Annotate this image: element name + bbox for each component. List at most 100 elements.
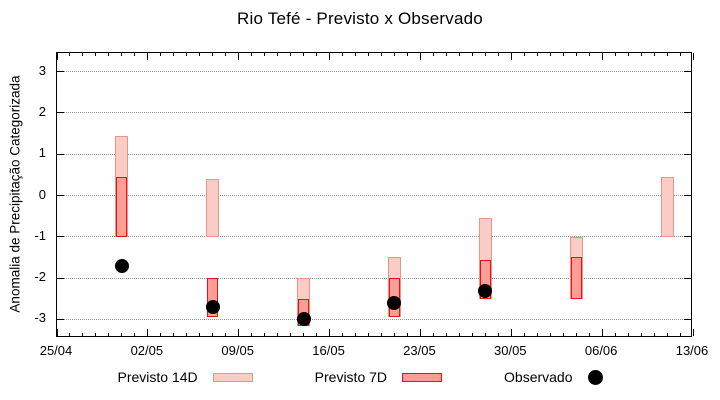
x-tick-minor-top	[445, 53, 447, 56]
x-tick-major	[238, 329, 240, 336]
x-tick-minor-top	[264, 53, 266, 56]
x-tick-major	[419, 329, 421, 336]
legend-item-observado: Observado	[504, 369, 603, 385]
x-tick-major	[692, 329, 694, 336]
x-tick-minor-top	[303, 53, 305, 56]
x-tick-minor-top	[380, 53, 382, 56]
legend-item-previsto-7d: Previsto 7D	[314, 369, 443, 385]
x-tick-minor	[95, 333, 97, 336]
x-tick-minor-top	[277, 53, 279, 56]
x-tick-minor-top	[679, 53, 681, 56]
observado-point	[114, 258, 129, 273]
x-tick-major-top	[419, 53, 421, 60]
x-tick-minor-top	[640, 53, 642, 56]
x-tick-minor	[290, 333, 292, 336]
y-tick-right	[684, 195, 691, 196]
legend-label-previsto-7d: Previsto 7D	[314, 369, 388, 385]
x-tick-minor-top	[173, 53, 175, 56]
y-tick-label: -1	[34, 227, 46, 243]
x-tick-minor	[316, 333, 318, 336]
x-tick-minor-top	[393, 53, 395, 56]
x-tick-minor-top	[614, 53, 616, 56]
legend: Previsto 14D Previsto 7D Observado	[0, 369, 720, 385]
x-tick-minor	[653, 333, 655, 336]
x-tick-minor	[134, 333, 136, 336]
observado-swatch-dot	[587, 369, 603, 385]
x-tick-label: 30/05	[494, 343, 527, 358]
x-tick-minor-top	[160, 53, 162, 56]
x-tick-minor	[380, 333, 382, 336]
observado-point	[296, 312, 311, 327]
x-tick-minor	[614, 333, 616, 336]
legend-label-previsto-14d: Previsto 14D	[117, 369, 198, 385]
x-tick-minor-top	[484, 53, 486, 56]
x-tick-minor-top	[121, 53, 123, 56]
x-tick-minor-top	[342, 53, 344, 56]
y-tick	[57, 236, 64, 238]
gridline	[57, 236, 691, 238]
x-tick-label: 06/06	[584, 343, 618, 358]
y-tick	[57, 153, 64, 155]
x-tick-minor	[523, 333, 525, 336]
previsto-7d-bar	[479, 259, 491, 299]
x-tick-minor	[562, 333, 564, 336]
legend-label-observado: Observado	[504, 369, 573, 385]
y-tick-label: 1	[38, 145, 46, 161]
x-tick-minor	[212, 333, 214, 336]
x-tick-minor-top	[666, 53, 668, 56]
x-tick-minor	[160, 333, 162, 336]
x-tick-minor	[225, 333, 227, 336]
y-tick	[57, 112, 64, 114]
x-tick-minor	[679, 333, 681, 336]
chart-title: Rio Tefé - Previsto x Observado	[237, 9, 483, 28]
y-tick-right	[684, 153, 691, 155]
plot-area	[56, 52, 694, 337]
x-tick-major	[329, 329, 331, 336]
x-tick-minor	[588, 333, 590, 336]
y-tick-right	[684, 236, 691, 238]
x-tick-major	[601, 329, 603, 336]
x-tick-minor	[484, 333, 486, 336]
x-tick-minor-top	[251, 53, 253, 56]
y-tick	[57, 195, 64, 196]
previsto-14d-bar	[660, 176, 674, 237]
observado-point	[478, 283, 493, 298]
x-tick-minor	[69, 333, 71, 336]
x-tick-minor	[549, 333, 551, 336]
x-tick-minor-top	[575, 53, 577, 56]
y-tick	[57, 71, 64, 73]
x-tick-minor	[173, 333, 175, 336]
x-tick-minor	[640, 333, 642, 336]
x-tick-label: 02/05	[130, 343, 164, 358]
x-tick-minor	[251, 333, 253, 336]
y-tick-right	[684, 112, 691, 114]
x-tick-label: 13/06	[675, 343, 709, 358]
y-tick-right	[684, 71, 691, 73]
x-tick-major	[510, 329, 512, 336]
x-tick-minor	[666, 333, 668, 336]
x-tick-minor-top	[316, 53, 318, 56]
x-tick-minor	[393, 333, 395, 336]
x-tick-minor	[277, 333, 279, 336]
x-tick-major-top	[56, 53, 58, 60]
y-tick-label: 3	[38, 62, 46, 78]
x-tick-major-top	[692, 53, 694, 60]
x-tick-major	[56, 329, 58, 336]
legend-item-previsto-14d: Previsto 14D	[118, 369, 253, 385]
x-tick-minor	[536, 333, 538, 336]
x-tick-label: 09/05	[221, 343, 254, 358]
observado-point	[205, 300, 220, 315]
x-tick-minor	[497, 333, 499, 336]
x-tick-major-top	[329, 53, 331, 60]
gridline	[57, 277, 691, 279]
gridline	[57, 318, 691, 320]
x-tick-minor-top	[69, 53, 71, 56]
x-tick-major-top	[510, 53, 512, 60]
previsto-14d-bar	[206, 178, 220, 237]
previsto-7d-swatch	[402, 372, 443, 382]
x-tick-minor	[199, 333, 201, 336]
x-tick-minor-top	[199, 53, 201, 56]
x-tick-minor	[108, 333, 110, 336]
x-tick-minor-top	[549, 53, 551, 56]
